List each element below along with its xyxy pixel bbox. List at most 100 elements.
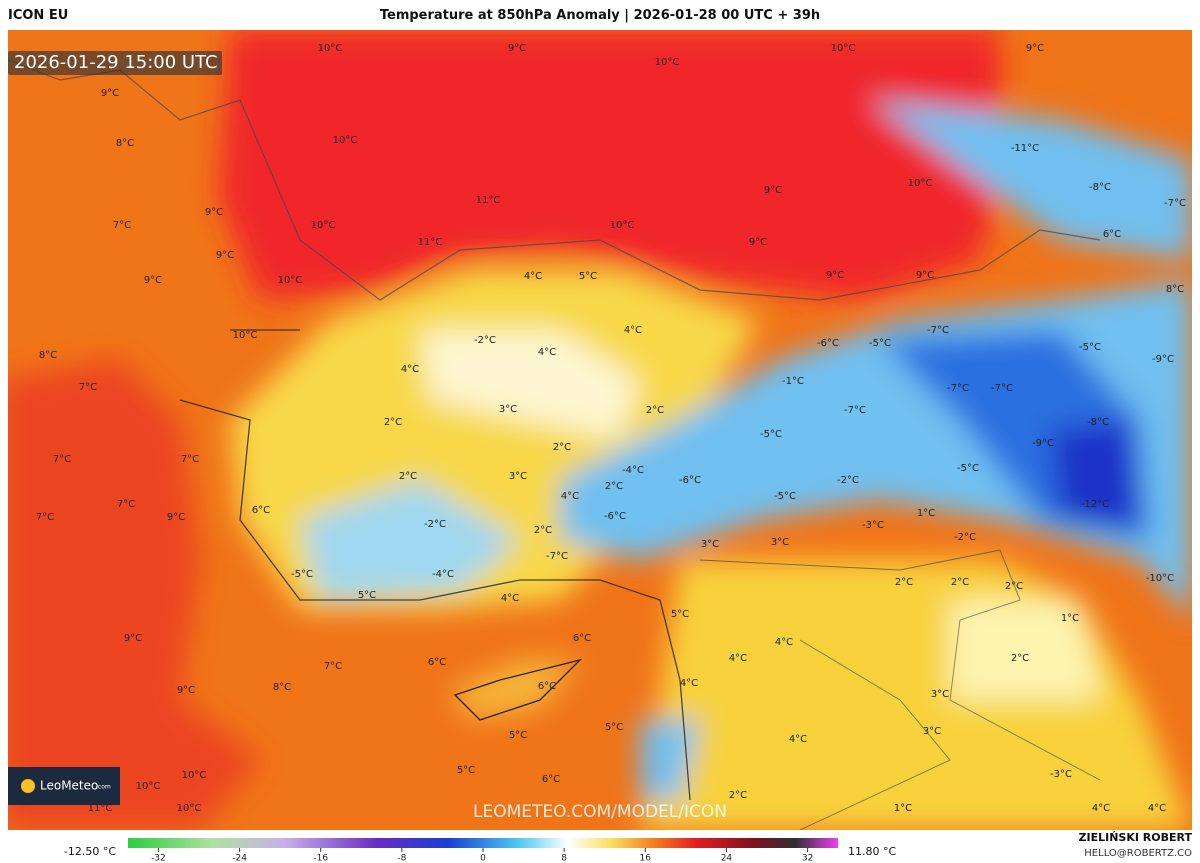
temperature-label: 7°C <box>181 454 199 465</box>
temperature-label: -7°C <box>844 405 866 416</box>
temperature-label: 5°C <box>605 722 623 733</box>
temperature-label: 5°C <box>671 609 689 620</box>
temperature-label: -2°C <box>424 519 446 530</box>
model-name: ICON EU <box>8 8 69 23</box>
temperature-label: -5°C <box>291 569 313 580</box>
temperature-label: 11°C <box>476 195 501 206</box>
author: ZIELIŃSKI ROBERT <box>1079 831 1193 844</box>
temperature-label: 3°C <box>771 537 789 548</box>
temperature-label: 2°C <box>399 471 417 482</box>
temperature-label: 9°C <box>764 185 782 196</box>
temperature-label: 1°C <box>894 803 912 814</box>
temperature-label: 4°C <box>401 364 419 375</box>
temperature-label: -10°C <box>1146 573 1174 584</box>
temperature-label: 5°C <box>509 730 527 741</box>
temperature-label: 3°C <box>499 404 517 415</box>
temperature-label: 3°C <box>923 726 941 737</box>
temperature-label: 10°C <box>182 770 207 781</box>
colorbar-tick-label: -8 <box>397 854 406 863</box>
temperature-label: 10°C <box>136 781 161 792</box>
temperature-label: 1°C <box>917 508 935 519</box>
temperature-label: -7°C <box>947 383 969 394</box>
temperature-label: -5°C <box>760 429 782 440</box>
temperature-label: 10°C <box>831 43 856 54</box>
temperature-label: 4°C <box>1148 803 1166 814</box>
temperature-label: 6°C <box>542 774 560 785</box>
temperature-label: -9°C <box>1032 438 1054 449</box>
temperature-label: 7°C <box>36 512 54 523</box>
map-field <box>8 30 1192 830</box>
temperature-label: 4°C <box>729 653 747 664</box>
temperature-label: 11°C <box>88 803 113 814</box>
temperature-label: -7°C <box>927 325 949 336</box>
temperature-label: -1°C <box>782 376 804 387</box>
temperature-label: 9°C <box>508 43 526 54</box>
temperature-label: -3°C <box>862 520 884 531</box>
colorbar-tick-label: -24 <box>232 854 247 863</box>
temperature-label: 2°C <box>1005 581 1023 592</box>
label-layer: 10°C 9°C 10°C 10°C 9°C 9°C 8°C 10°C 11°C 9°C 7°C 10… <box>36 43 1186 814</box>
colorbar-tick-label: 16 <box>640 854 652 863</box>
temperature-label: -2°C <box>474 335 496 346</box>
temperature-label: 4°C <box>561 491 579 502</box>
temperature-label: 6°C <box>538 681 556 692</box>
temperature-label: -2°C <box>954 532 976 543</box>
temperature-label: 8°C <box>116 138 134 149</box>
temperature-label: 4°C <box>775 637 793 648</box>
temperature-label: -6°C <box>679 475 701 486</box>
watermark: LEOMETEO.COM/MODEL/ICON <box>473 802 727 822</box>
temperature-label: 9°C <box>101 88 119 99</box>
temperature-label: -7°C <box>1164 198 1186 209</box>
temperature-label: 8°C <box>39 350 57 361</box>
temperature-label: 7°C <box>117 499 135 510</box>
temperature-label: 10°C <box>655 57 680 68</box>
temperature-label: 5°C <box>358 590 376 601</box>
temperature-label: 6°C <box>1103 229 1121 240</box>
temperature-label: 9°C <box>749 237 767 248</box>
temperature-label: 10°C <box>333 135 358 146</box>
colorbar-tick-label: -16 <box>313 854 328 863</box>
email: HELLO@ROBERTZ.CO <box>1084 848 1192 859</box>
temperature-label: 3°C <box>509 471 527 482</box>
temperature-label: 4°C <box>789 734 807 745</box>
temperature-label: 7°C <box>113 220 131 231</box>
timestamp-box <box>8 51 222 75</box>
logo-suffix: .com <box>96 784 111 791</box>
temperature-label: 9°C <box>144 275 162 286</box>
temperature-label: 9°C <box>826 270 844 281</box>
temperature-label: 4°C <box>524 271 542 282</box>
temperature-label: -7°C <box>546 551 568 562</box>
logo-name: LeoMeteo <box>40 779 98 793</box>
temperature-label: 10°C <box>233 330 258 341</box>
temperature-label: 10°C <box>311 220 336 231</box>
temperature-label: 7°C <box>79 382 97 393</box>
temperature-label: -8°C <box>1087 417 1109 428</box>
temperature-label: 2°C <box>646 405 664 416</box>
temperature-label: 9°C <box>916 270 934 281</box>
temperature-label: 7°C <box>53 454 71 465</box>
temperature-label: 3°C <box>701 539 719 550</box>
temperature-label: 4°C <box>1092 803 1110 814</box>
temperature-label: 2°C <box>553 442 571 453</box>
colorbar-min: -12.50 °C <box>64 845 116 858</box>
temperature-label: -6°C <box>817 338 839 349</box>
logo-icon <box>21 779 35 793</box>
temperature-label: 4°C <box>680 678 698 689</box>
temperature-label: 8°C <box>273 682 291 693</box>
timestamp: 2026-01-29 15:00 UTC <box>14 52 218 73</box>
colorbar-tick-label: 24 <box>721 854 733 863</box>
temperature-label: 10°C <box>278 275 303 286</box>
map-title: Temperature at 850hPa Anomaly | 2026-01-… <box>379 8 821 23</box>
temperature-label: 9°C <box>167 512 185 523</box>
temperature-label: 2°C <box>605 481 623 492</box>
temperature-label: -4°C <box>622 465 644 476</box>
temperature-label: -7°C <box>991 383 1013 394</box>
temperature-label: 2°C <box>895 577 913 588</box>
temperature-label: 6°C <box>573 633 591 644</box>
colorbar-tick-label: 0 <box>480 854 486 863</box>
temperature-label: 9°C <box>205 207 223 218</box>
temperature-label: 5°C <box>579 271 597 282</box>
colorbar-max: 11.80 °C <box>848 845 896 858</box>
